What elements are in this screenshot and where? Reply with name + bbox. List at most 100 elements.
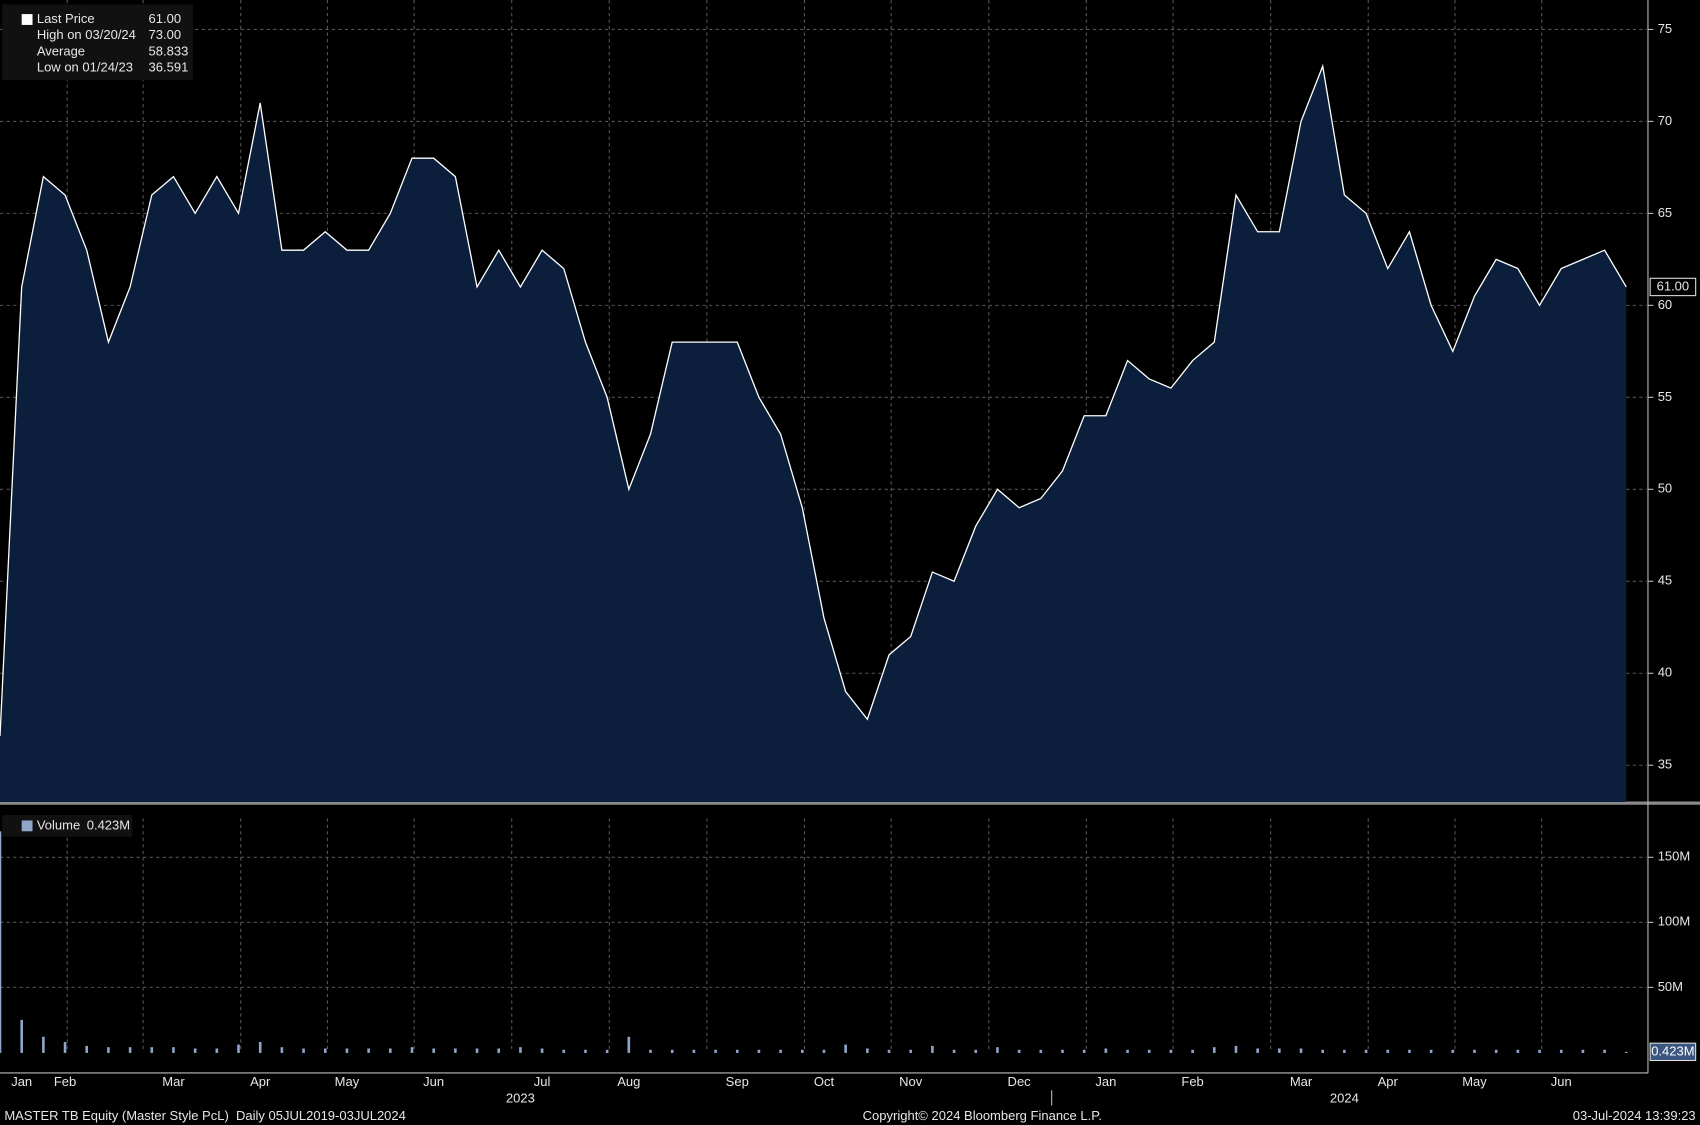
legend-value: 73.00 <box>149 27 182 42</box>
x-tick-label: Aug <box>617 1074 640 1089</box>
volume-bar <box>1473 1049 1476 1053</box>
legend-value: 58.833 <box>149 43 189 58</box>
volume-bar <box>1299 1048 1303 1053</box>
volume-bar <box>20 1019 23 1053</box>
legend-box <box>2 4 193 81</box>
footer-center: Copyright© 2024 Bloomberg Finance L.P. <box>863 1108 1102 1123</box>
volume-bar <box>627 1036 631 1053</box>
volume-bar <box>519 1047 522 1053</box>
volume-bar <box>974 1049 978 1053</box>
volume-bar <box>63 1041 67 1053</box>
volume-bar <box>605 1049 609 1053</box>
x-tick-label: Jun <box>423 1074 444 1089</box>
last-value-label: 61.00 <box>1657 278 1690 293</box>
volume-bar <box>1581 1049 1585 1053</box>
x-tick-label: Mar <box>1290 1074 1313 1089</box>
volume-bar <box>1169 1049 1173 1053</box>
volume-bar <box>1603 1049 1606 1053</box>
volume-bar <box>779 1049 782 1053</box>
volume-bar <box>584 1049 587 1053</box>
volume-bar <box>1624 1051 1628 1053</box>
volume-bar <box>1082 1049 1086 1053</box>
last-value-label: 0.423M <box>1651 1043 1694 1058</box>
y-tick-label: 50M <box>1658 979 1683 994</box>
volume-bar <box>1147 1049 1151 1053</box>
volume-bar <box>887 1049 891 1053</box>
x-tick-label: Feb <box>1181 1074 1203 1089</box>
volume-bar <box>1321 1049 1325 1053</box>
last-value-box <box>1649 277 1697 297</box>
volume-bar <box>1061 1049 1064 1053</box>
x-tick-label: Apr <box>250 1074 271 1089</box>
volume-bar <box>432 1048 435 1053</box>
volume-bar <box>540 1048 544 1053</box>
volume-bar <box>150 1047 154 1053</box>
volume-bar <box>1234 1045 1238 1053</box>
footer-right: 03-Jul-2024 13:39:23 <box>1573 1108 1696 1123</box>
volume-bar <box>1278 1048 1281 1053</box>
legend-label: Average <box>37 43 85 58</box>
y-tick-label: 150M <box>1658 849 1691 864</box>
legend-value: 0.423M <box>87 817 130 832</box>
volume-bar <box>649 1049 652 1053</box>
x-tick-label: May <box>1462 1074 1487 1089</box>
x-tick-label: Jun <box>1551 1074 1572 1089</box>
volume-bar <box>215 1048 219 1053</box>
volume-bar <box>172 1047 175 1053</box>
x-tick-label: Jan <box>11 1074 32 1089</box>
y-tick-label: 40 <box>1658 665 1672 680</box>
x-tick-label: Apr <box>1378 1074 1399 1089</box>
legend-label: High on 03/20/24 <box>37 27 136 42</box>
volume-bar <box>866 1048 869 1053</box>
volume-bar <box>323 1048 327 1053</box>
legend-swatch <box>21 14 33 25</box>
volume-bar <box>562 1049 566 1053</box>
x-tick-label: May <box>335 1074 360 1089</box>
year-label: 2024 <box>1330 1090 1359 1105</box>
volume-bar <box>1559 1049 1563 1053</box>
x-tick-label: Feb <box>54 1074 76 1089</box>
volume-bar <box>692 1049 696 1053</box>
volume-bar <box>1408 1049 1411 1053</box>
legend-label: Last Price <box>37 11 95 26</box>
volume-bar <box>302 1048 305 1053</box>
volume-bar <box>1191 1049 1194 1053</box>
y-tick-label: 65 <box>1658 205 1672 220</box>
x-tick-label: Nov <box>899 1074 923 1089</box>
y-tick-label: 45 <box>1658 573 1672 588</box>
volume-bar <box>237 1044 240 1053</box>
volume-bar <box>1386 1049 1390 1053</box>
y-tick-label: 55 <box>1658 389 1672 404</box>
volume-bar <box>1256 1048 1259 1053</box>
x-tick-label: Dec <box>1008 1074 1032 1089</box>
y-tick-label: 60 <box>1658 297 1672 312</box>
volume-bar <box>280 1047 284 1053</box>
x-tick-label: Jan <box>1095 1074 1116 1089</box>
volume-bar <box>1516 1049 1520 1053</box>
year-label: 2023 <box>506 1090 535 1105</box>
volume-bar <box>1429 1049 1433 1053</box>
volume-bar <box>128 1047 132 1053</box>
volume-bar <box>258 1041 262 1053</box>
y-tick-label: 100M <box>1658 914 1691 929</box>
legend-label: Volume <box>37 817 80 832</box>
legend-label: Low on 01/24/23 <box>37 60 133 75</box>
volume-bar <box>822 1049 826 1053</box>
volume-bar <box>193 1048 197 1053</box>
x-tick-label: Mar <box>162 1074 185 1089</box>
volume-bar <box>1039 1049 1043 1053</box>
volume-bar <box>952 1049 956 1053</box>
volume-bar <box>735 1049 739 1053</box>
price-area <box>0 66 1627 803</box>
volume-bar <box>0 831 2 1053</box>
legend-value: 36.591 <box>149 60 189 75</box>
volume-bar <box>844 1044 847 1053</box>
volume-bar <box>389 1048 392 1053</box>
volume-bar <box>1364 1049 1368 1053</box>
footer-left: MASTER TB Equity (Master Style PcL) Dail… <box>4 1108 406 1123</box>
volume-bar <box>1126 1049 1129 1053</box>
volume-bar <box>1343 1049 1346 1053</box>
volume-bar <box>800 1049 804 1053</box>
